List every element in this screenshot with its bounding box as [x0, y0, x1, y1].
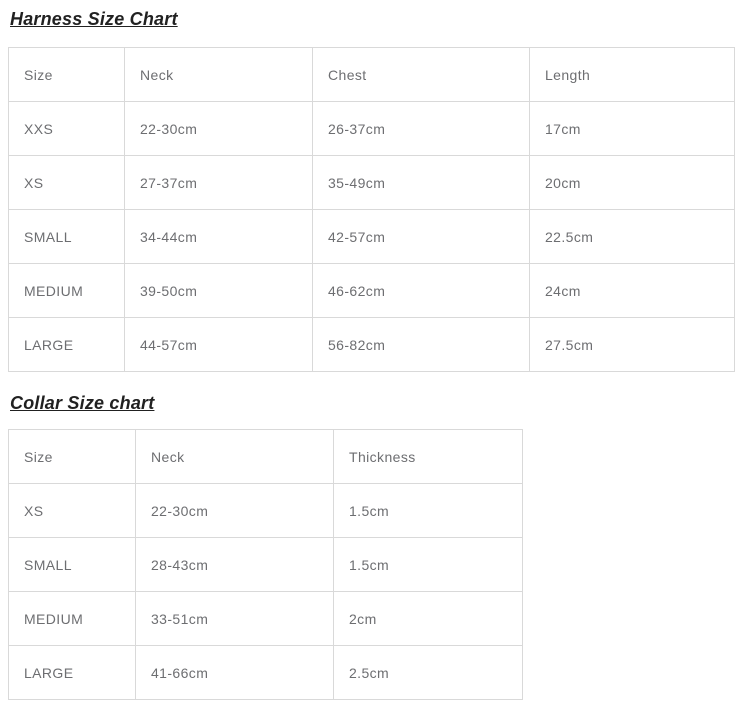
header-cell-neck: Neck — [135, 429, 334, 484]
table-row: XXS 22-30cm 26-37cm 17cm — [8, 101, 735, 156]
table-row: XS 27-37cm 35-49cm 20cm — [8, 155, 735, 210]
header-cell-size: Size — [8, 429, 136, 484]
table-cell: SMALL — [8, 537, 136, 592]
table-cell: MEDIUM — [8, 263, 125, 318]
table-cell: 2.5cm — [333, 645, 523, 700]
table-cell: 1.5cm — [333, 483, 523, 538]
table-cell: 44-57cm — [124, 317, 313, 372]
table-cell: XS — [8, 483, 136, 538]
table-header-row: Size Neck Chest Length — [8, 47, 735, 102]
table-header-row: Size Neck Thickness — [8, 429, 523, 484]
table-cell: 1.5cm — [333, 537, 523, 592]
table-cell: 20cm — [529, 155, 735, 210]
table-cell: 34-44cm — [124, 209, 313, 264]
header-cell-length: Length — [529, 47, 735, 102]
table-cell: 24cm — [529, 263, 735, 318]
collar-chart-title: Collar Size chart — [10, 393, 155, 413]
harness-chart-title: Harness Size Chart — [10, 9, 178, 29]
table-cell: XS — [8, 155, 125, 210]
table-cell: 33-51cm — [135, 591, 334, 646]
table-cell: 26-37cm — [312, 101, 530, 156]
table-cell: MEDIUM — [8, 591, 136, 646]
table-cell: 27.5cm — [529, 317, 735, 372]
table-cell: 41-66cm — [135, 645, 334, 700]
table-row: MEDIUM 33-51cm 2cm — [8, 591, 523, 646]
table-cell: 22-30cm — [135, 483, 334, 538]
table-row: LARGE 41-66cm 2.5cm — [8, 645, 523, 700]
header-cell-size: Size — [8, 47, 125, 102]
table-row: LARGE 44-57cm 56-82cm 27.5cm — [8, 317, 735, 372]
table-row: MEDIUM 39-50cm 46-62cm 24cm — [8, 263, 735, 318]
table-row: SMALL 28-43cm 1.5cm — [8, 537, 523, 592]
table-row: SMALL 34-44cm 42-57cm 22.5cm — [8, 209, 735, 264]
table-cell: 56-82cm — [312, 317, 530, 372]
header-cell-neck: Neck — [124, 47, 313, 102]
table-cell: 28-43cm — [135, 537, 334, 592]
table-cell: 27-37cm — [124, 155, 313, 210]
table-cell: LARGE — [8, 317, 125, 372]
table-cell: 42-57cm — [312, 209, 530, 264]
table-cell: 17cm — [529, 101, 735, 156]
table-cell: SMALL — [8, 209, 125, 264]
table-cell: 22.5cm — [529, 209, 735, 264]
table-cell: XXS — [8, 101, 125, 156]
table-cell: 2cm — [333, 591, 523, 646]
table-cell: LARGE — [8, 645, 136, 700]
table-cell: 22-30cm — [124, 101, 313, 156]
table-cell: 35-49cm — [312, 155, 530, 210]
header-cell-chest: Chest — [312, 47, 530, 102]
harness-size-table: Size Neck Chest Length XXS 22-30cm 26-37… — [8, 47, 735, 372]
table-row: XS 22-30cm 1.5cm — [8, 483, 523, 538]
header-cell-thickness: Thickness — [333, 429, 523, 484]
collar-size-table: Size Neck Thickness XS 22-30cm 1.5cm SMA… — [8, 429, 523, 700]
table-cell: 46-62cm — [312, 263, 530, 318]
table-cell: 39-50cm — [124, 263, 313, 318]
